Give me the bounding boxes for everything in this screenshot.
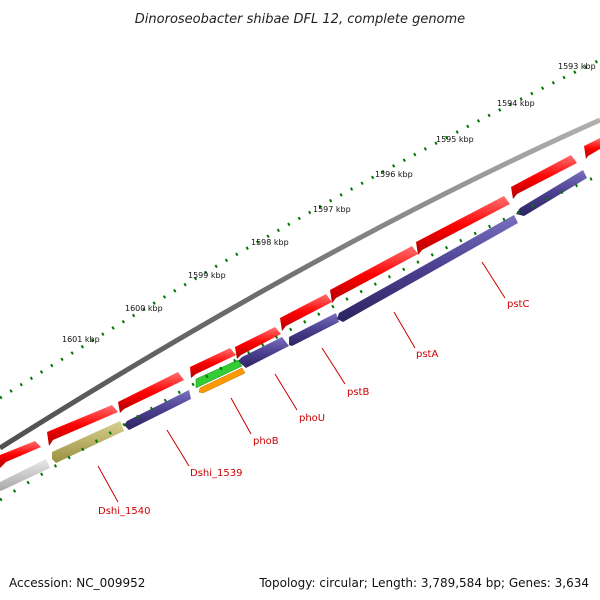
grey-feature <box>0 459 50 491</box>
kbp-label: 1598 kbp <box>251 238 289 247</box>
kbp-label: 1601 kbp <box>62 335 100 344</box>
gene-label-pstA: pstA <box>416 349 438 360</box>
forward-gene <box>584 138 600 159</box>
forward-gene <box>190 348 236 378</box>
gene-label-phoU: phoU <box>299 413 325 424</box>
kbp-label: 1599 kbp <box>188 271 226 280</box>
reverse-gene <box>516 170 587 216</box>
forward-gene <box>235 327 281 359</box>
topology-text: Topology: circular; Length: 3,789,584 bp… <box>259 576 589 590</box>
leader-line <box>166 429 190 467</box>
leader-line <box>274 373 298 411</box>
leader-line <box>230 397 252 435</box>
accession-text: Accession: NC_009952 <box>9 576 146 590</box>
gene-labels: pstC pstA pstB phoU phoB Dshi_1539 Dshi_… <box>98 299 529 517</box>
forward-gene <box>511 155 577 199</box>
forward-gene <box>330 246 418 303</box>
kbp-label: 1596 kbp <box>375 170 413 179</box>
kbp-label: 1597 kbp <box>313 205 351 214</box>
selected-gene-green <box>195 359 243 389</box>
gene-label-Dshi_1540: Dshi_1540 <box>98 506 150 517</box>
kbp-label: 1595 kbp <box>436 135 474 144</box>
selected-gene-orange <box>198 367 246 394</box>
leader-line <box>321 347 346 385</box>
gene-label-Dshi_1539: Dshi_1539 <box>190 468 242 479</box>
forward-gene <box>280 294 332 331</box>
genome-backbone <box>0 117 600 451</box>
gene-label-phoB: phoB <box>253 436 279 447</box>
leader-line <box>97 465 119 503</box>
forward-gene <box>416 196 510 255</box>
label-leaders <box>97 261 506 503</box>
gene-label-pstC: pstC <box>507 299 529 310</box>
kbp-label: 1594 kbp <box>497 99 535 108</box>
reverse-gene <box>124 390 191 430</box>
map-title: Dinoroseobacter shibae DFL 12, complete … <box>135 12 465 27</box>
gene-label-pstB: pstB <box>347 387 369 398</box>
reverse-gene <box>238 337 289 368</box>
reverse-genes <box>124 170 587 430</box>
forward-gene <box>0 441 41 468</box>
outer-tick-ring <box>0 58 600 400</box>
leader-line <box>481 261 506 299</box>
reverse-gene <box>289 313 339 346</box>
kbp-label: 1593 kbp <box>558 62 596 71</box>
leader-line <box>393 311 416 349</box>
olive-feature <box>52 421 124 463</box>
forward-genes <box>0 138 600 468</box>
forward-gene <box>118 372 184 413</box>
kbp-scale: 1593 kbp 1594 kbp 1595 kbp 1596 kbp 1597… <box>62 62 596 344</box>
kbp-label: 1600 kbp <box>125 304 163 313</box>
reverse-gene <box>337 215 518 322</box>
forward-gene <box>47 405 118 446</box>
